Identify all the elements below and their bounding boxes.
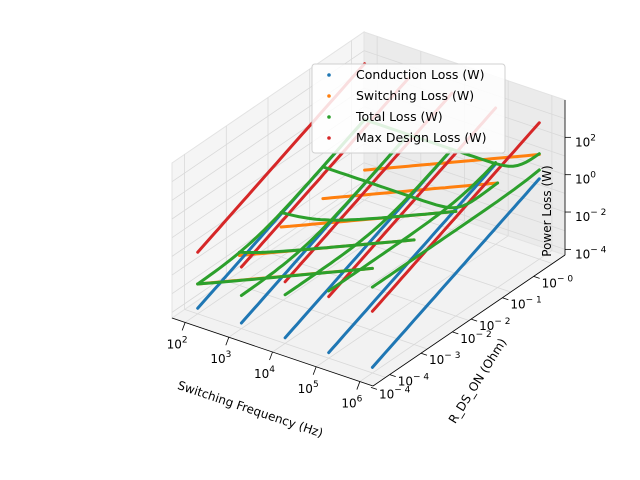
y-tick bbox=[420, 352, 428, 356]
grid-line bbox=[363, 162, 566, 232]
legend-label: Switching Loss (W) bbox=[356, 88, 474, 103]
series-line-total bbox=[370, 168, 541, 289]
legend-label: Max Design Loss (W) bbox=[356, 130, 486, 145]
series-line-total bbox=[239, 133, 410, 297]
z-tick-label: 102 bbox=[575, 133, 596, 149]
x-tick bbox=[225, 337, 230, 346]
x-tick-label: 104 bbox=[254, 365, 275, 381]
legend-marker bbox=[327, 136, 331, 140]
legend-marker bbox=[327, 115, 331, 119]
legend: Conduction Loss (W) Switching Loss (W) Tot… bbox=[311, 63, 506, 154]
y-tick-label: 10− 4 bbox=[398, 373, 430, 389]
z-tick-label: 100 bbox=[575, 171, 596, 187]
x-tick bbox=[356, 381, 361, 390]
grid-line bbox=[351, 195, 553, 264]
grid-line bbox=[171, 181, 365, 313]
x-tick-label: 102 bbox=[167, 335, 188, 351]
y-tick bbox=[370, 387, 378, 390]
x-tick bbox=[312, 366, 317, 375]
series-line-total bbox=[237, 238, 416, 254]
series-line-total bbox=[279, 209, 458, 222]
y-tick bbox=[389, 374, 396, 377]
y-tick-label: 10− 2 bbox=[479, 317, 510, 333]
y-axis-label: R_DS_ON (Ohm) bbox=[446, 336, 510, 426]
x-tick-label: 103 bbox=[210, 350, 231, 366]
z-tick-label: 10− 4 bbox=[575, 245, 607, 261]
legend-label: Total Loss (W) bbox=[355, 109, 443, 124]
y-tick-label: 10− 3 bbox=[429, 351, 460, 367]
y-tick bbox=[470, 318, 478, 322]
x-tick bbox=[181, 322, 186, 331]
series-line-total bbox=[283, 147, 454, 297]
series-line-total bbox=[196, 266, 374, 286]
legend-label: Conduction Loss (W) bbox=[356, 67, 484, 82]
legend-marker bbox=[327, 94, 331, 98]
z-axis-label: Power Loss (W) bbox=[540, 165, 554, 256]
y-tick-label: 10− 4 bbox=[379, 385, 411, 401]
z-tick-label: 10− 2 bbox=[575, 208, 606, 224]
grid-line bbox=[184, 309, 386, 378]
legend-marker bbox=[327, 73, 331, 77]
y-tick-label: 10− 2 bbox=[460, 330, 491, 346]
x-tick bbox=[269, 351, 273, 361]
y-tick-label: 10− 1 bbox=[510, 296, 541, 312]
x-tick-label: 105 bbox=[298, 380, 319, 396]
legend-box bbox=[311, 63, 506, 154]
y-tick-label: 10− 0 bbox=[542, 274, 574, 290]
series-line-total bbox=[327, 161, 498, 293]
series-line-conduction bbox=[370, 177, 541, 369]
grid-line bbox=[226, 280, 428, 350]
y-axis-line bbox=[372, 254, 566, 387]
x-tick-label: 106 bbox=[341, 395, 362, 411]
y-tick bbox=[533, 275, 540, 279]
y-tick bbox=[502, 297, 509, 301]
series-line-max bbox=[370, 121, 541, 313]
chart-axes bbox=[171, 100, 571, 390]
y-tick bbox=[452, 331, 459, 335]
grid-line bbox=[309, 223, 511, 293]
